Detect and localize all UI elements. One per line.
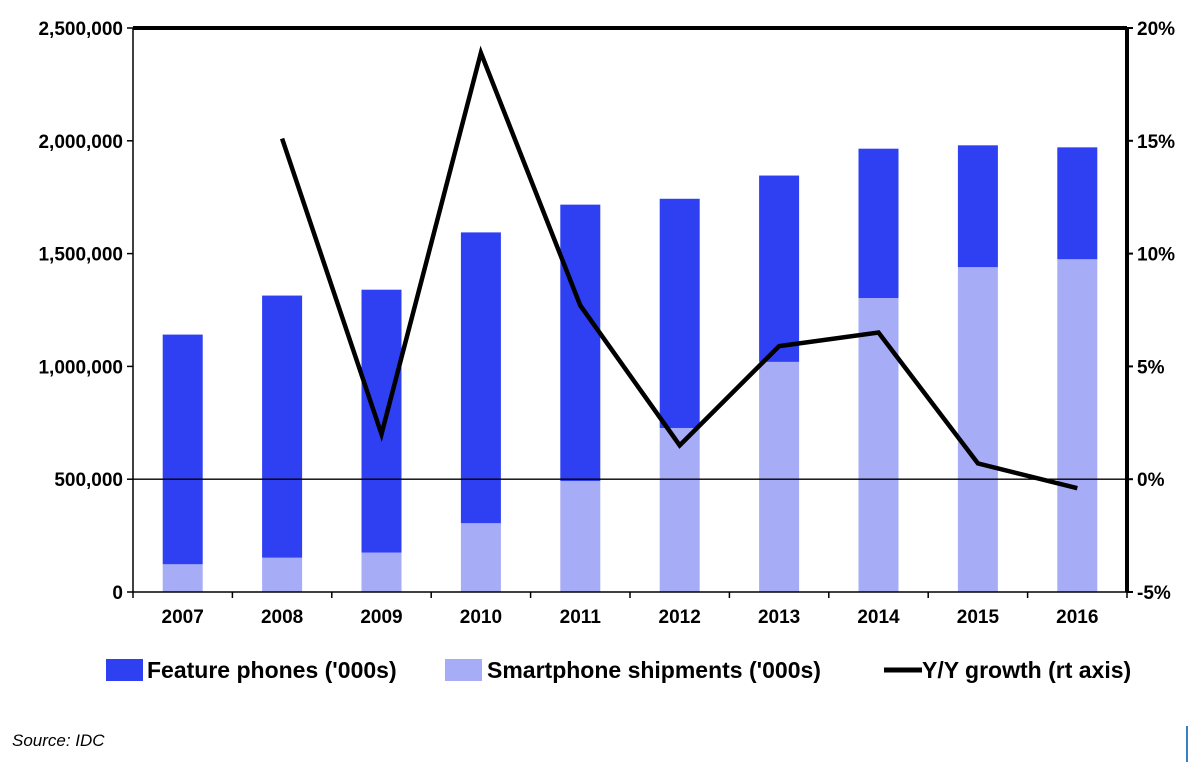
bar-feature-2012 <box>659 198 700 428</box>
bar-smartphone-2007 <box>162 564 203 592</box>
left-tick-label: 2,500,000 <box>38 19 123 40</box>
x-tick-label-2010: 2010 <box>460 607 502 628</box>
left-tick-label: 0 <box>112 583 123 604</box>
bar-feature-2010 <box>460 232 501 524</box>
x-tick-label-2008: 2008 <box>261 607 303 628</box>
legend: Feature phones ('000s) Smartphone shipmen… <box>106 657 1131 683</box>
x-tick-label-2014: 2014 <box>857 607 900 628</box>
right-tick-label: -5% <box>1137 583 1171 604</box>
legend-label-growth: Y/Y growth (rt axis) <box>922 657 1131 683</box>
legend-swatch-feature <box>106 659 143 681</box>
right-tick-label: 20% <box>1137 19 1175 40</box>
bar-feature-2013 <box>759 175 800 362</box>
x-tick-label-2007: 2007 <box>162 607 204 628</box>
left-axis-ticks: 0 500,000 1,000,000 1,500,000 2,000,000 2,500… <box>38 19 133 604</box>
bars <box>162 145 1098 592</box>
bar-feature-2016 <box>1057 147 1098 260</box>
growth-line-series <box>279 45 1078 491</box>
right-axis-ticks: -5% 0% 5% 10% 15% 20% <box>1127 19 1175 604</box>
bar-smartphone-2013 <box>759 361 800 592</box>
bar-smartphone-2012 <box>659 427 700 592</box>
bar-smartphone-2016 <box>1057 259 1098 592</box>
x-tick-label-2012: 2012 <box>659 607 701 628</box>
bar-smartphone-2014 <box>858 298 899 592</box>
x-tick-label-2015: 2015 <box>957 607 1000 628</box>
edge-marker <box>1186 726 1188 762</box>
bar-feature-2007 <box>162 334 203 565</box>
left-tick-label: 1,500,000 <box>38 245 123 266</box>
right-tick-label: 5% <box>1137 357 1165 378</box>
left-tick-label: 500,000 <box>54 470 123 491</box>
bar-feature-2008 <box>262 295 303 558</box>
right-tick-label: 15% <box>1137 132 1175 153</box>
bar-feature-2015 <box>957 145 998 268</box>
x-axis-ticks: 2007 2008 2009 2010 2011 2012 2013 2014 2015 2016 <box>132 592 1128 628</box>
source-note: Source: IDC <box>12 731 105 750</box>
bar-feature-2011 <box>560 204 601 482</box>
right-tick-label: 10% <box>1137 245 1175 266</box>
x-tick-label-2013: 2013 <box>758 607 800 628</box>
legend-swatch-smartphone <box>445 659 482 681</box>
x-tick-label-2016: 2016 <box>1056 607 1098 628</box>
right-tick-label: 0% <box>1137 470 1165 491</box>
bar-smartphone-2011 <box>560 481 601 592</box>
bar-feature-2014 <box>858 148 899 299</box>
bar-smartphone-2010 <box>460 523 501 592</box>
x-tick-label-2009: 2009 <box>360 607 402 628</box>
bar-smartphone-2015 <box>957 267 998 592</box>
bar-smartphone-2009 <box>361 552 402 592</box>
bar-smartphone-2008 <box>262 557 303 592</box>
x-tick-label-2011: 2011 <box>560 607 602 628</box>
legend-label-feature: Feature phones ('000s) <box>147 657 397 683</box>
bar-feature-2009 <box>361 289 402 553</box>
left-tick-label: 2,000,000 <box>38 132 123 153</box>
legend-label-smartphone: Smartphone shipments ('000s) <box>487 657 821 683</box>
left-tick-label: 1,000,000 <box>38 357 123 378</box>
